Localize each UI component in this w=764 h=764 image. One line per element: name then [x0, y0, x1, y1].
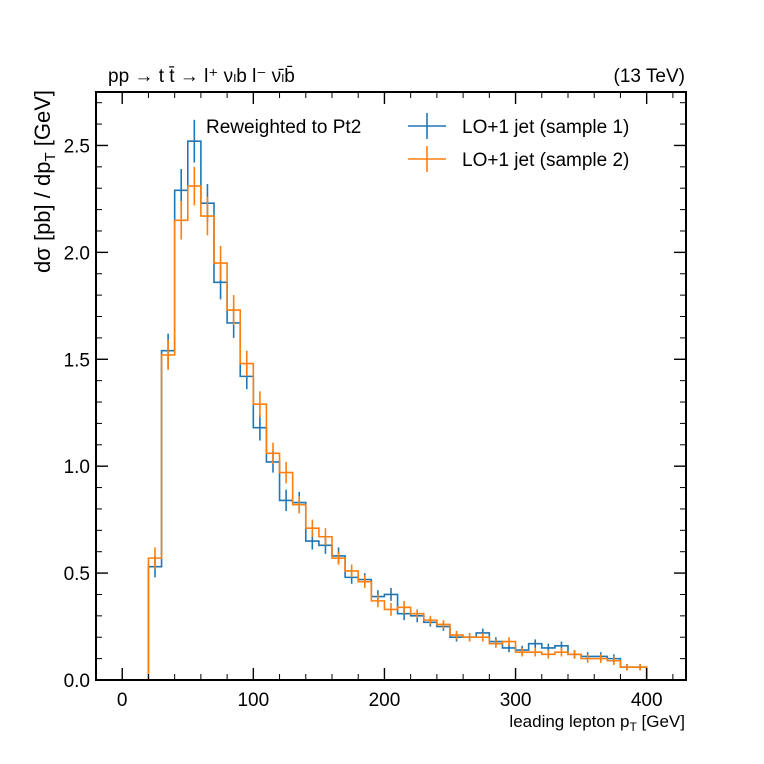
x-tick-label: 300: [500, 690, 532, 711]
y-tick-label: 2.0: [64, 243, 90, 264]
x-tick-label: 200: [369, 690, 401, 711]
y-tick-label: 2.5: [64, 136, 90, 157]
x-axis-label: leading lepton pT [GeV]: [509, 712, 685, 734]
axes-layer: 0 100 200 300 400 0.0 0.5 1.0 1.5 2.0 2.5: [64, 91, 687, 711]
y-tick-label: 1.0: [64, 457, 90, 478]
x-tick-label: 0: [117, 690, 128, 711]
legend-label-sample-2: LO+1 jet (sample 2): [462, 150, 629, 171]
y-tick-label: 0.0: [64, 671, 90, 692]
legend-label-sample-1: LO+1 jet (sample 1): [462, 117, 629, 138]
x-tick-label: 400: [631, 690, 663, 711]
legend-entry-sample-2: LO+1 jet (sample 2): [408, 146, 629, 172]
step-line-sample-1: [147, 140, 648, 680]
step-line-sample-2: [147, 185, 648, 680]
series-sample-1: [147, 119, 648, 680]
legend-entry-sample-1: LO+1 jet (sample 1): [408, 113, 629, 139]
process-label: pp → t t̄ → l⁺ νₗb l⁻ ν̄ₗb̄: [108, 66, 295, 87]
x-tick-label: 100: [237, 690, 269, 711]
energy-label: (13 TeV): [614, 66, 685, 87]
series-sample-2: [147, 166, 648, 680]
reweight-annotation: Reweighted to Pt2: [206, 117, 361, 138]
y-tick-label: 1.5: [64, 350, 90, 371]
plot-frame: [95, 91, 687, 681]
legend: LO+1 jet (sample 1) LO+1 jet (sample 2): [408, 113, 629, 172]
y-axis-label: dσ [pb] / dpT [GeV]: [30, 90, 59, 273]
y-tick-label: 0.5: [64, 564, 90, 585]
series-layer: [147, 119, 648, 680]
